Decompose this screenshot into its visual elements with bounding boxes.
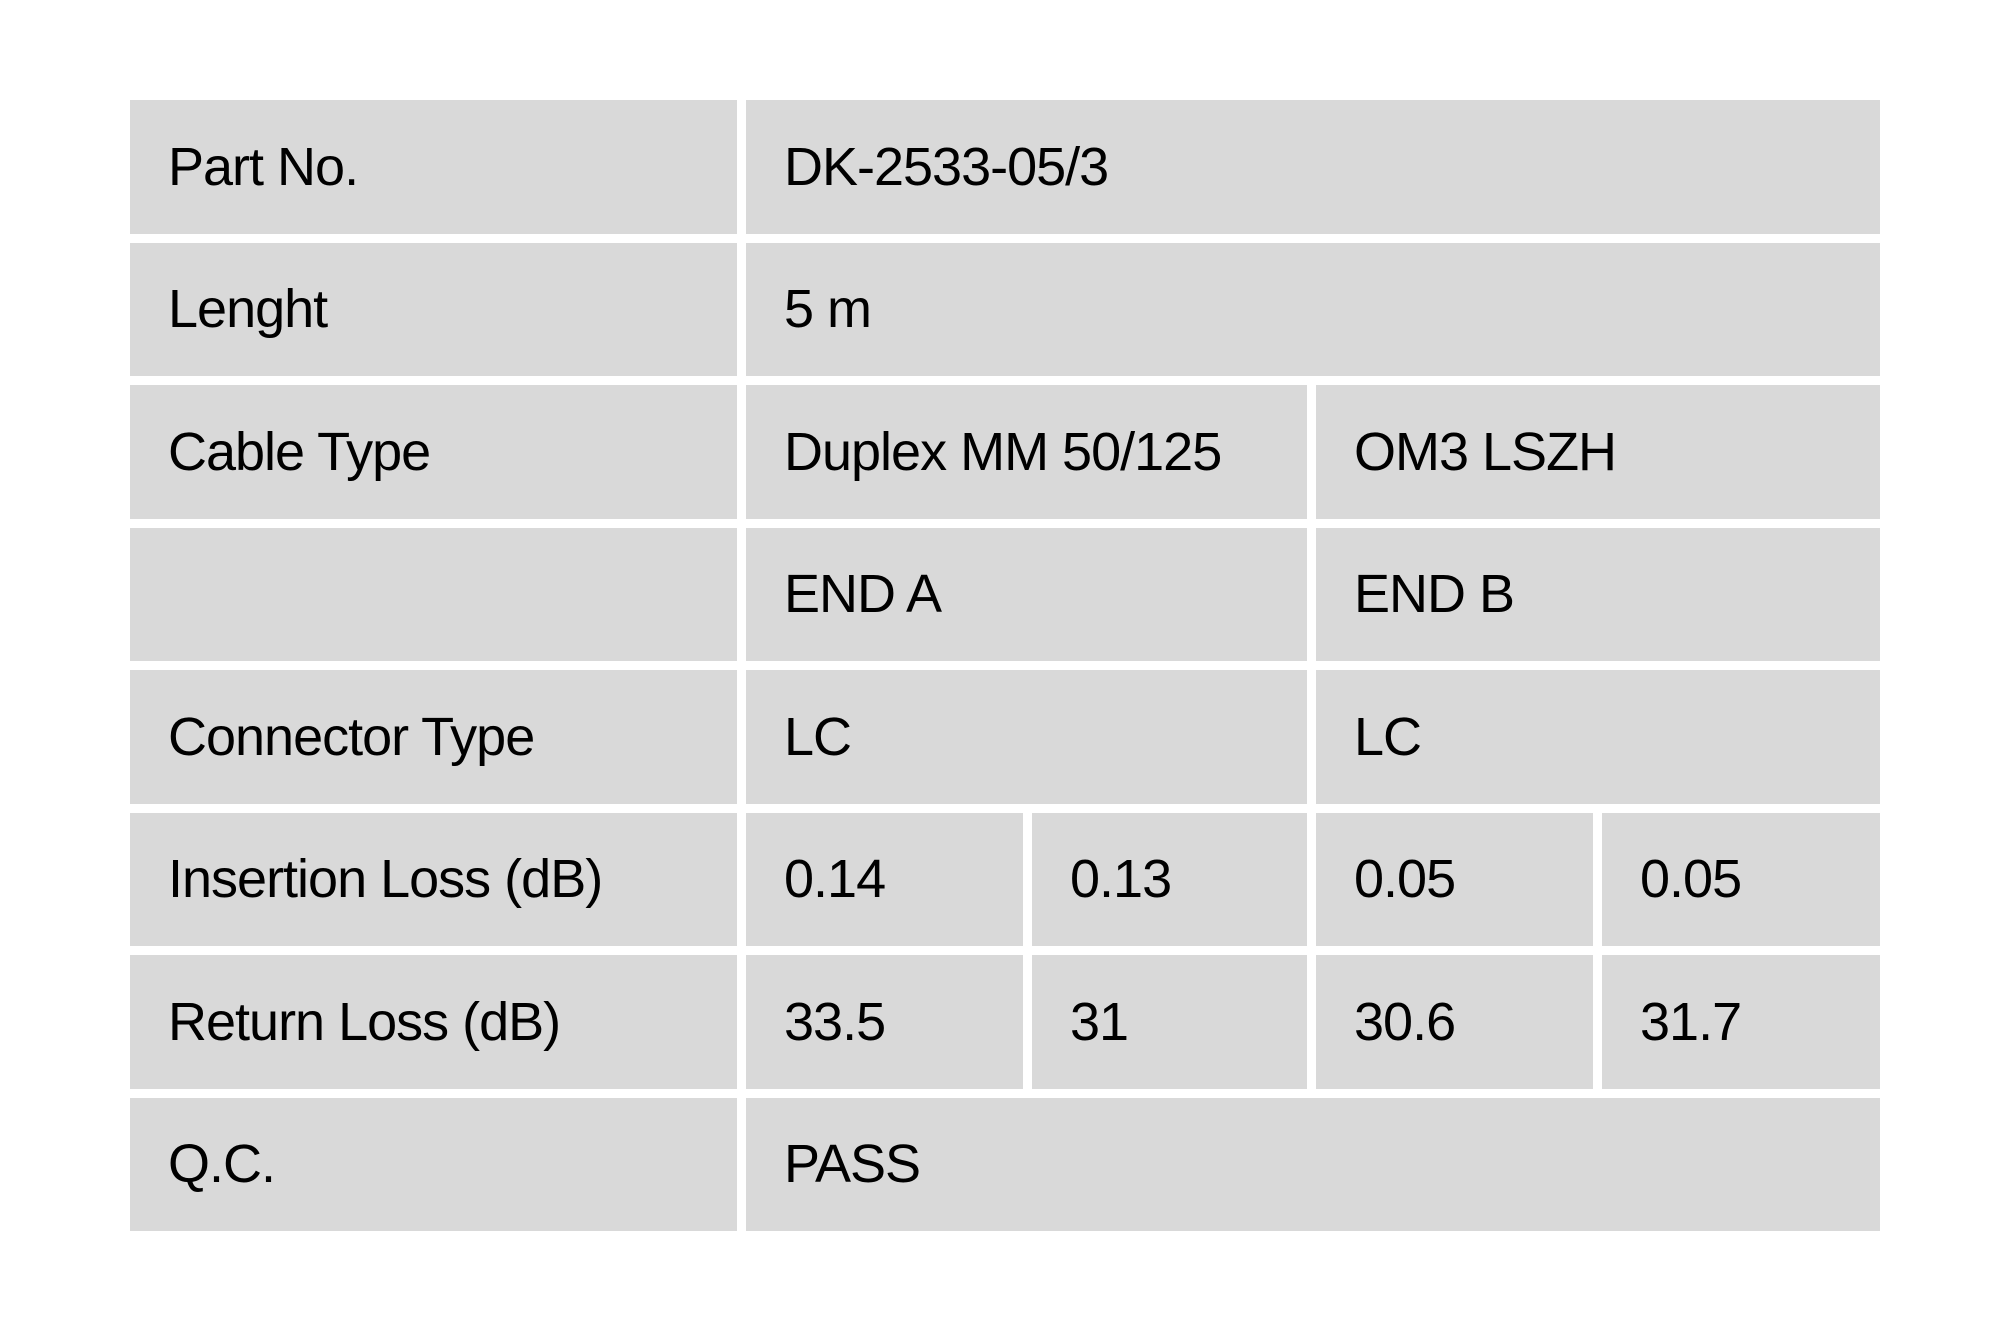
row-label-part-no: Part No. [130,100,737,234]
end-b-header: END B [1354,564,1515,625]
connector-type-end-b-cell: LC [1316,670,1880,804]
part-no-value-cell: DK-2533-05/3 [746,100,1880,234]
row-label-insertion-loss: Insertion Loss (dB) [130,812,737,946]
return-loss-a1-cell: 33.5 [746,955,1023,1089]
insertion-loss-b2-cell: 0.05 [1602,812,1880,946]
end-a-header: END A [784,564,942,625]
return-loss-b1: 30.6 [1354,991,1456,1052]
cable-type-value-b-cell: OM3 LSZH [1316,385,1880,519]
end-a-header-cell: END A [746,527,1307,661]
row-label-length: Lenght [130,242,737,376]
row-label-cable-type: Cable Type [130,385,737,519]
cable-type-value-a-cell: Duplex MM 50/125 [746,385,1307,519]
cable-type-value-a: Duplex MM 50/125 [784,421,1222,482]
insertion-loss-a2-cell: 0.13 [1032,812,1307,946]
spec-table: Part No. DK-2533-05/3 Lenght 5 m Cable T… [130,100,1880,1231]
row-label-return-loss: Return Loss (dB) [130,955,737,1089]
ends-header-spacer-cell [130,527,737,661]
qc-value-cell: PASS [746,1097,1880,1231]
connector-type-end-a: LC [784,706,852,767]
insertion-loss-a1-cell: 0.14 [746,812,1023,946]
connector-type-end-a-cell: LC [746,670,1307,804]
insertion-loss-b1-cell: 0.05 [1316,812,1593,946]
cable-type-value-b: OM3 LSZH [1354,421,1617,482]
cable-type-label: Cable Type [168,421,431,482]
row-label-connector-type: Connector Type [130,670,737,804]
qc-value: PASS [784,1134,921,1195]
insertion-loss-b1: 0.05 [1354,849,1456,910]
length-value: 5 m [784,279,872,340]
length-label: Lenght [168,279,328,340]
insertion-loss-b2: 0.05 [1640,849,1742,910]
insertion-loss-a2: 0.13 [1070,849,1172,910]
return-loss-label: Return Loss (dB) [168,991,561,1052]
part-no-label: Part No. [168,136,359,197]
part-no-value: DK-2533-05/3 [784,136,1109,197]
insertion-loss-label: Insertion Loss (dB) [168,849,603,910]
return-loss-a1: 33.5 [784,991,886,1052]
row-label-qc: Q.C. [130,1097,737,1231]
qc-label: Q.C. [168,1134,276,1195]
insertion-loss-a1: 0.14 [784,849,886,910]
connector-type-label: Connector Type [168,706,535,767]
return-loss-a2: 31 [1070,991,1129,1052]
return-loss-b2-cell: 31.7 [1602,955,1880,1089]
connector-type-end-b: LC [1354,706,1422,767]
end-b-header-cell: END B [1316,527,1880,661]
return-loss-b1-cell: 30.6 [1316,955,1593,1089]
return-loss-a2-cell: 31 [1032,955,1307,1089]
length-value-cell: 5 m [746,242,1880,376]
return-loss-b2: 31.7 [1640,991,1742,1052]
